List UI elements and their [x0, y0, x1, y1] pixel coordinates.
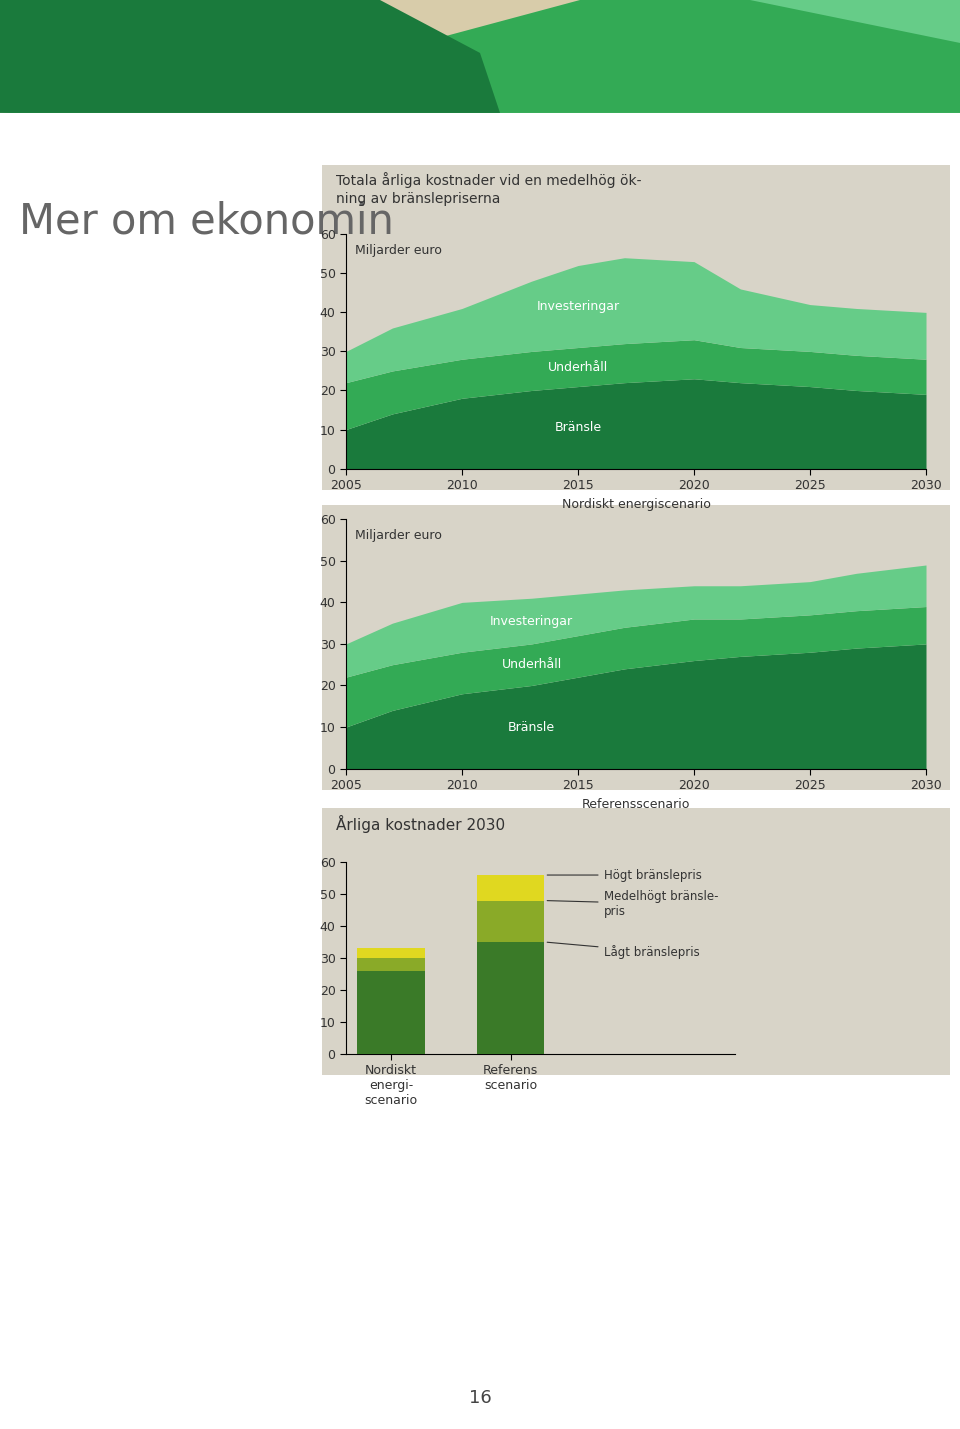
- Text: Årliga kostnader 2030: Årliga kostnader 2030: [336, 815, 506, 833]
- Text: Underhåll: Underhåll: [548, 360, 608, 373]
- Text: Investeringar: Investeringar: [537, 300, 619, 313]
- Text: Bränsle: Bränsle: [555, 422, 602, 434]
- Text: Underhåll: Underhåll: [501, 659, 562, 672]
- Text: Högt bränslepris: Högt bränslepris: [547, 869, 702, 882]
- Bar: [357, 949, 424, 1053]
- Polygon shape: [200, 0, 960, 113]
- Bar: [357, 970, 424, 1053]
- Text: 16: 16: [468, 1389, 492, 1408]
- Text: Miljarder euro: Miljarder euro: [355, 529, 443, 542]
- Bar: [477, 942, 544, 1053]
- Text: Mer om ekonomin: Mer om ekonomin: [19, 200, 394, 243]
- Polygon shape: [0, 0, 960, 113]
- Text: Lågt bränslepris: Lågt bränslepris: [547, 942, 699, 959]
- Text: Investeringar: Investeringar: [490, 614, 573, 627]
- Bar: [477, 900, 544, 1053]
- Polygon shape: [0, 0, 960, 113]
- X-axis label: Referensscenario: Referensscenario: [582, 797, 690, 810]
- Polygon shape: [0, 0, 500, 113]
- Text: Totala årliga kostnader vid en medelhög ök-
ning av bränslepriserna: Totala årliga kostnader vid en medelhög …: [336, 171, 642, 207]
- Bar: [357, 957, 424, 1053]
- Text: Miljarder euro: Miljarder euro: [355, 244, 443, 257]
- Bar: [477, 875, 544, 1053]
- Text: Medelhögt bränsle-
pris: Medelhögt bränsle- pris: [547, 890, 718, 917]
- X-axis label: Nordiskt energiscenario: Nordiskt energiscenario: [562, 497, 710, 510]
- Text: Bränsle: Bränsle: [508, 720, 555, 733]
